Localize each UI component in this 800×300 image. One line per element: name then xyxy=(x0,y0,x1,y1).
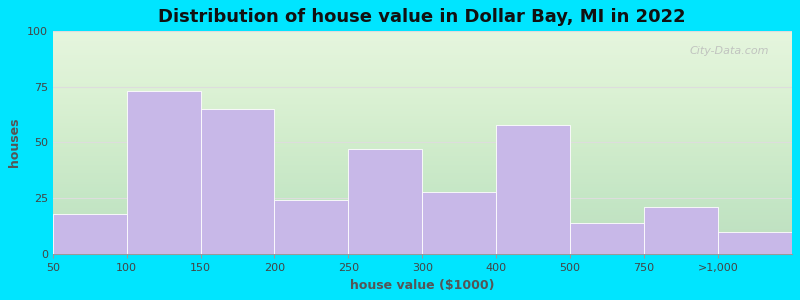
Bar xyxy=(126,91,201,254)
Y-axis label: houses: houses xyxy=(8,118,22,167)
Bar xyxy=(496,124,570,254)
Bar xyxy=(422,191,496,254)
Text: City-Data.com: City-Data.com xyxy=(690,46,770,56)
Bar xyxy=(348,149,422,254)
Bar xyxy=(274,200,348,254)
Bar xyxy=(644,207,718,254)
Bar xyxy=(718,232,792,254)
Bar xyxy=(53,214,126,254)
X-axis label: house value ($1000): house value ($1000) xyxy=(350,279,494,292)
Bar xyxy=(201,109,274,254)
Title: Distribution of house value in Dollar Bay, MI in 2022: Distribution of house value in Dollar Ba… xyxy=(158,8,686,26)
Bar xyxy=(570,223,644,254)
